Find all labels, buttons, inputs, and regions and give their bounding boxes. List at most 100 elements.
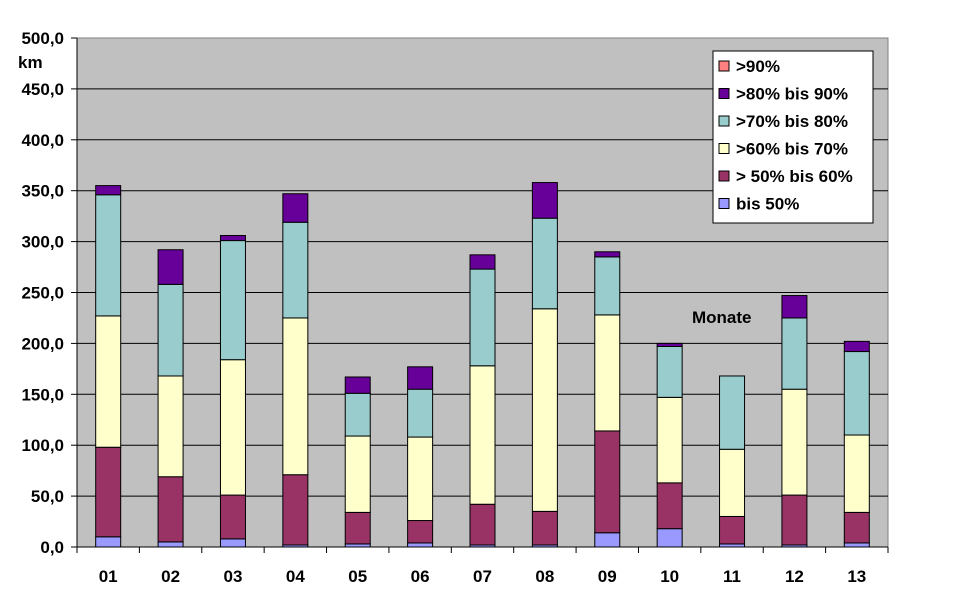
- y-tick-label: 250,0: [21, 284, 64, 303]
- bar-segment: [282, 317, 309, 476]
- bar-segment: [282, 193, 309, 223]
- annotation-monate: Monate: [692, 308, 752, 327]
- bar-segment: [407, 388, 434, 438]
- x-tick-label: 05: [348, 567, 367, 586]
- x-tick-label: 03: [224, 567, 243, 586]
- legend-label: >90%: [736, 57, 780, 76]
- bar-segment: [781, 494, 808, 546]
- bar-segment: [781, 388, 808, 496]
- bar-segment: [95, 315, 122, 448]
- bar-segment: [656, 528, 683, 548]
- bar-segment: [656, 482, 683, 530]
- legend-label: >80% bis 90%: [736, 85, 848, 104]
- y-tick-label: 500,0: [21, 29, 64, 48]
- bar-segment: [656, 396, 683, 484]
- bar-segment: [594, 430, 621, 534]
- bar-segment: [157, 283, 184, 377]
- y-tick-labels: 0,0 50,0 100,0 150,0 200,0 250,0 300,0 350,0 400…: [21, 29, 64, 557]
- x-tick-label: 01: [99, 567, 118, 586]
- bar-segment: [157, 375, 184, 478]
- bar-segment: [282, 221, 309, 319]
- bar-segment: [531, 510, 558, 546]
- bar-segment: [469, 365, 496, 505]
- x-tick-label: 07: [473, 567, 492, 586]
- x-tick-label: 11: [723, 567, 741, 586]
- legend-swatch: [718, 198, 730, 209]
- bar-segment: [781, 295, 808, 319]
- bar-segment: [344, 435, 371, 513]
- legend-swatch: [718, 170, 730, 182]
- x-tick-label: 02: [161, 567, 180, 586]
- bar-segment: [843, 511, 870, 544]
- legend-swatch: [718, 115, 730, 127]
- bars: [95, 182, 870, 548]
- bar-segment: [157, 249, 184, 285]
- bar-segment: [219, 234, 246, 242]
- legend-label: >70% bis 80%: [736, 112, 848, 131]
- bar-segment: [719, 448, 746, 517]
- x-tick-labels: 01 02 03 04 05 06 07 08 09 10 11 12 13: [99, 567, 867, 586]
- bar-segment: [843, 340, 870, 353]
- bar-segment: [781, 317, 808, 390]
- x-tick-label: 04: [286, 567, 305, 586]
- y-tick-label: 300,0: [21, 233, 64, 252]
- bar-segment: [344, 392, 371, 437]
- bar-segment: [344, 376, 371, 394]
- bar-segment: [95, 194, 122, 317]
- x-tick-label: 13: [847, 567, 866, 586]
- y-tick-label: 400,0: [21, 131, 64, 150]
- bar-segment: [843, 542, 870, 548]
- bar-segment: [531, 182, 558, 219]
- y-axis-label: km: [18, 53, 43, 72]
- bar-segment: [719, 515, 746, 545]
- bar-segment: [95, 185, 122, 196]
- y-tick-label: 350,0: [21, 182, 64, 201]
- bar-segment: [219, 494, 246, 540]
- bar-segment: [219, 240, 246, 361]
- y-tick-label: 150,0: [21, 385, 64, 404]
- bar-segment: [531, 308, 558, 512]
- bar-segment: [594, 251, 621, 258]
- y-tick-label: 50,0: [31, 487, 64, 506]
- bar-segment: [157, 476, 184, 543]
- x-tick-label: 06: [411, 567, 430, 586]
- bar-segment: [344, 511, 371, 545]
- bar-segment: [407, 520, 434, 544]
- legend-label: bis 50%: [736, 195, 799, 214]
- y-tick-label: 450,0: [21, 80, 64, 99]
- bar-segment: [469, 268, 496, 367]
- bar-segment: [594, 314, 621, 432]
- bar-segment: [594, 256, 621, 316]
- bar-segment: [282, 474, 309, 546]
- bar-segment: [656, 345, 683, 398]
- y-tick-label: 0,0: [40, 538, 64, 557]
- bar-segment: [469, 254, 496, 270]
- axes: [76, 38, 889, 553]
- x-tick-label: 10: [660, 567, 679, 586]
- bar-segment: [656, 342, 683, 347]
- legend-swatch: [718, 143, 730, 154]
- x-tick-label: 09: [598, 567, 617, 586]
- bar-segment: [407, 436, 434, 522]
- bar-segment: [719, 375, 746, 450]
- legend-swatch: [718, 88, 730, 99]
- bar-segment: [157, 541, 184, 548]
- bar-segment: [407, 366, 434, 390]
- bar-segment: [469, 503, 496, 546]
- legend-label: >60% bis 70%: [736, 140, 848, 159]
- bar-segment: [95, 446, 122, 538]
- bar-segment: [219, 538, 246, 548]
- legend-box: [712, 50, 874, 224]
- bar-segment: [95, 536, 122, 548]
- x-tick-label: 08: [535, 567, 554, 586]
- y-tick-label: 100,0: [21, 436, 64, 455]
- legend-label: > 50% bis 60%: [736, 167, 853, 186]
- bar-segment: [843, 351, 870, 436]
- bar-segment: [407, 542, 434, 548]
- bar-segment: [594, 532, 621, 548]
- legend: >90% >80% bis 90% >70% bis 80% >60% bis 70%…: [712, 50, 874, 224]
- x-tick-label: 12: [785, 567, 804, 586]
- y-tick-label: 200,0: [21, 334, 64, 353]
- bar-segment: [843, 434, 870, 513]
